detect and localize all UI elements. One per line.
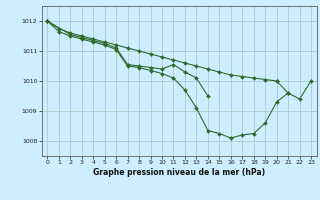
X-axis label: Graphe pression niveau de la mer (hPa): Graphe pression niveau de la mer (hPa) [93, 168, 265, 177]
